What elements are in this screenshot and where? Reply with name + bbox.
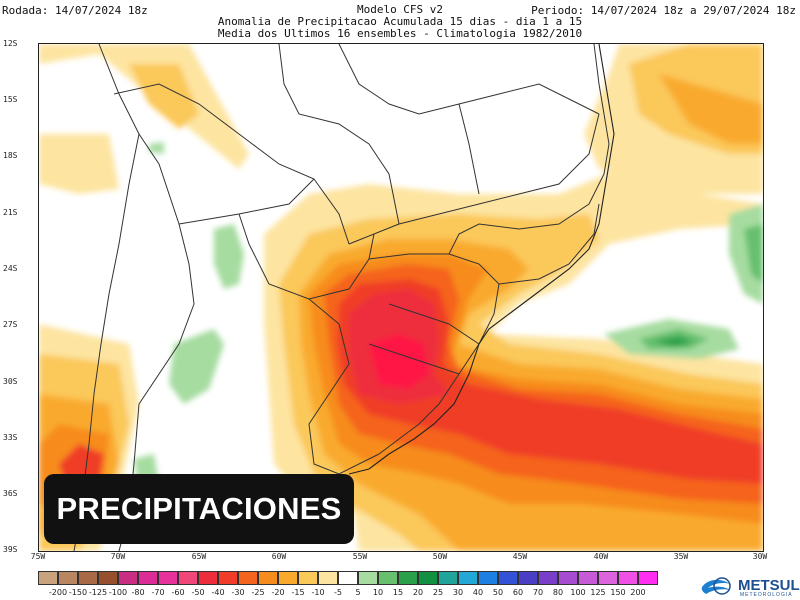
lat-label: 33S [3,433,18,442]
title-line-2: Anomalia de Precipitacao Acumulada 15 di… [217,15,583,28]
legend-swatch [578,571,598,585]
legend-label: -80 [131,588,145,597]
legend-swatch [238,571,258,585]
legend-swatch [178,571,198,585]
lat-label: 21S [3,208,18,217]
legend-swatch [198,571,218,585]
lon-label: 70W [110,552,126,561]
legend-label: 10 [372,588,384,597]
legend-label: -10 [311,588,325,597]
metsul-logo [701,577,731,595]
lon-label: 60W [271,552,287,561]
legend-swatch [458,571,478,585]
legend-label: -150 [68,588,88,597]
legend-swatch [58,571,78,585]
legend-label: 125 [590,588,606,597]
legend-label: -5 [334,588,342,597]
legend-swatch [118,571,138,585]
legend-label: -15 [291,588,305,597]
legend-label: -40 [211,588,225,597]
legend-label: -30 [231,588,245,597]
legend-swatch [298,571,318,585]
lat-label: 36S [3,489,18,498]
legend-swatch [498,571,518,585]
legend-label: 5 [355,588,361,597]
legend-swatch [278,571,298,585]
legend-swatch [318,571,338,585]
title-line-1: Modelo CFS v2 [356,3,444,16]
lat-label: 15S [3,95,18,104]
legend-label: 50 [492,588,504,597]
logo-name: METSUL [738,577,800,594]
legend-swatch [338,571,358,585]
legend-label: -70 [151,588,165,597]
map-canvas [39,44,763,551]
legend-swatch [598,571,618,585]
legend-label: -100 [108,588,128,597]
legend-label: 40 [472,588,484,597]
legend-label: -25 [251,588,265,597]
legend-swatch [358,571,378,585]
lon-label: 75W [30,552,46,561]
map-title: Modelo CFS v2 Anomalia de Precipitacao A… [0,4,800,40]
legend-label: 25 [432,588,444,597]
legend-swatch [158,571,178,585]
legend-swatch [258,571,278,585]
lat-label: 12S [3,39,18,48]
lat-label: 39S [3,545,18,554]
legend-label: 70 [532,588,544,597]
lon-label: 30W [752,552,768,561]
legend-label: -20 [271,588,285,597]
lon-label: 40W [593,552,609,561]
legend-swatch [98,571,118,585]
legend-label: 80 [552,588,564,597]
legend-label: 60 [512,588,524,597]
legend-label: 30 [452,588,464,597]
logo-sub: METEOROLOGIA [740,592,793,598]
lat-label: 30S [3,377,18,386]
lon-label: 35W [673,552,689,561]
legend-swatch [138,571,158,585]
legend-swatch [418,571,438,585]
anomaly-shading [39,44,763,551]
legend-label: -200 [48,588,68,597]
legend-swatch [78,571,98,585]
legend-label: 15 [392,588,404,597]
legend-label: 150 [610,588,626,597]
title-line-3: Media dos Ultimos 16 ensembles - Climato… [217,27,583,40]
lon-label: 50W [432,552,448,561]
legend-swatch [518,571,538,585]
legend-label: 20 [412,588,424,597]
legend-label: -60 [171,588,185,597]
legend-label: 100 [570,588,586,597]
legend-swatch [38,571,58,585]
coastline [348,44,615,475]
lon-label: 65W [191,552,207,561]
lat-label: 18S [3,151,18,160]
legend-swatch [618,571,638,585]
lat-label: 24S [3,264,18,273]
legend-swatch [478,571,498,585]
run-date: Rodada: 14/07/2024 18z [2,4,148,17]
legend-swatch [398,571,418,585]
legend-label: 200 [630,588,646,597]
lon-label: 45W [512,552,528,561]
precipitaciones-banner: PRECIPITACIONES [44,474,354,544]
legend-swatch [538,571,558,585]
lon-label: 55W [352,552,368,561]
legend-swatch [438,571,458,585]
legend-swatch [638,571,658,585]
legend-swatch [558,571,578,585]
legend-swatch [378,571,398,585]
precipitation-anomaly-map [38,43,764,552]
lat-label: 27S [3,320,18,329]
legend-label: -125 [88,588,108,597]
legend-swatch [218,571,238,585]
period-range: Periodo: 14/07/2024 18z a 29/07/2024 18z [531,4,796,17]
legend-label: -50 [191,588,205,597]
